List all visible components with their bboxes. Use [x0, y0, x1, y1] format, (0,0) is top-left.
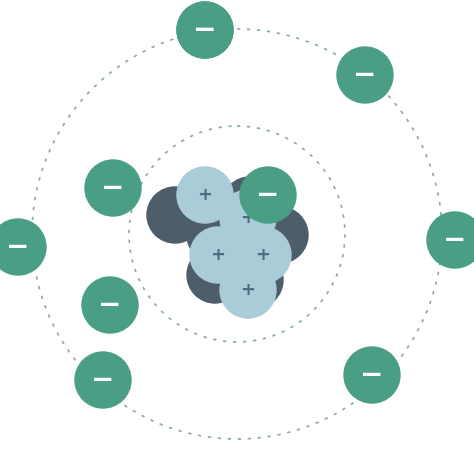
Text: −: −	[193, 16, 217, 44]
Circle shape	[177, 167, 233, 223]
Circle shape	[344, 347, 400, 403]
Text: +: +	[240, 281, 255, 299]
Circle shape	[220, 190, 276, 246]
Circle shape	[82, 277, 138, 333]
Circle shape	[75, 352, 131, 408]
Text: +: +	[240, 209, 255, 227]
Text: −: −	[6, 233, 29, 261]
Circle shape	[220, 262, 276, 318]
Circle shape	[227, 252, 283, 308]
Circle shape	[177, 2, 233, 58]
Text: −: −	[443, 226, 466, 254]
Text: +: +	[210, 246, 226, 264]
Text: −: −	[354, 61, 377, 89]
Circle shape	[85, 160, 141, 216]
Circle shape	[427, 212, 474, 268]
Circle shape	[235, 227, 291, 283]
Circle shape	[177, 2, 233, 58]
Text: −: −	[99, 291, 122, 319]
Circle shape	[187, 247, 243, 303]
Text: −: −	[256, 181, 280, 209]
Circle shape	[147, 187, 203, 243]
Circle shape	[337, 47, 393, 103]
Text: −: −	[101, 174, 125, 202]
Text: −: −	[91, 366, 115, 394]
Circle shape	[190, 227, 246, 283]
Circle shape	[0, 219, 46, 275]
Circle shape	[240, 167, 296, 223]
Circle shape	[252, 207, 308, 263]
Text: +: +	[198, 186, 212, 204]
Text: +: +	[255, 246, 271, 264]
Text: −: −	[193, 16, 217, 44]
Text: −: −	[360, 361, 383, 389]
Circle shape	[222, 177, 278, 233]
Circle shape	[187, 207, 243, 263]
